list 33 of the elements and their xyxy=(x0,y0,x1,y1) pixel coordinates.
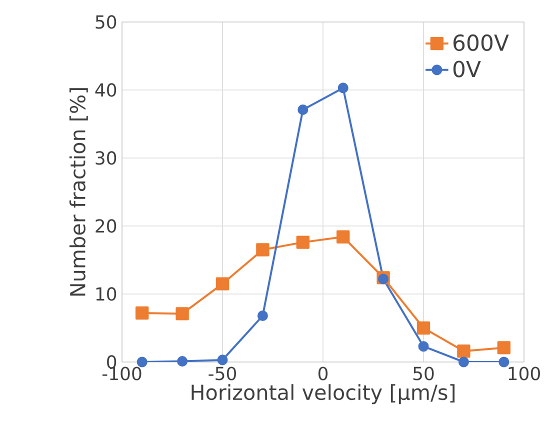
x-tick-label: -100 xyxy=(102,366,142,380)
x-axis-title: Horizontal velocity [μm/s] xyxy=(192,384,455,404)
point xyxy=(498,356,510,368)
legend-label: 600V xyxy=(454,34,509,52)
point xyxy=(497,341,510,354)
y-tick-label: 20 xyxy=(96,219,116,233)
point xyxy=(296,236,310,249)
point xyxy=(136,356,148,368)
point xyxy=(418,341,429,352)
point xyxy=(256,243,270,256)
y-tick-label: 10 xyxy=(96,287,116,301)
point xyxy=(176,307,189,320)
x-tick-label: 0 xyxy=(318,366,328,380)
y-tick-label: 30 xyxy=(96,151,116,165)
point xyxy=(136,306,149,320)
point xyxy=(458,356,469,368)
y-tick-label: 40 xyxy=(95,83,116,97)
y-axis-title: Number fraction [%] xyxy=(69,88,88,296)
legend-label: 0V xyxy=(453,60,481,78)
point xyxy=(216,277,230,290)
x-tick-label: 50 xyxy=(413,366,434,380)
x-tick-label: 100 xyxy=(508,366,540,380)
x-tick-label: -50 xyxy=(208,366,236,380)
point xyxy=(177,356,188,367)
point xyxy=(457,344,470,358)
y-tick-label: 50 xyxy=(96,15,116,29)
point xyxy=(338,82,348,94)
point xyxy=(378,274,389,284)
point xyxy=(336,230,350,244)
point xyxy=(257,310,268,322)
point xyxy=(298,104,308,115)
point xyxy=(217,354,228,366)
point xyxy=(416,321,430,335)
